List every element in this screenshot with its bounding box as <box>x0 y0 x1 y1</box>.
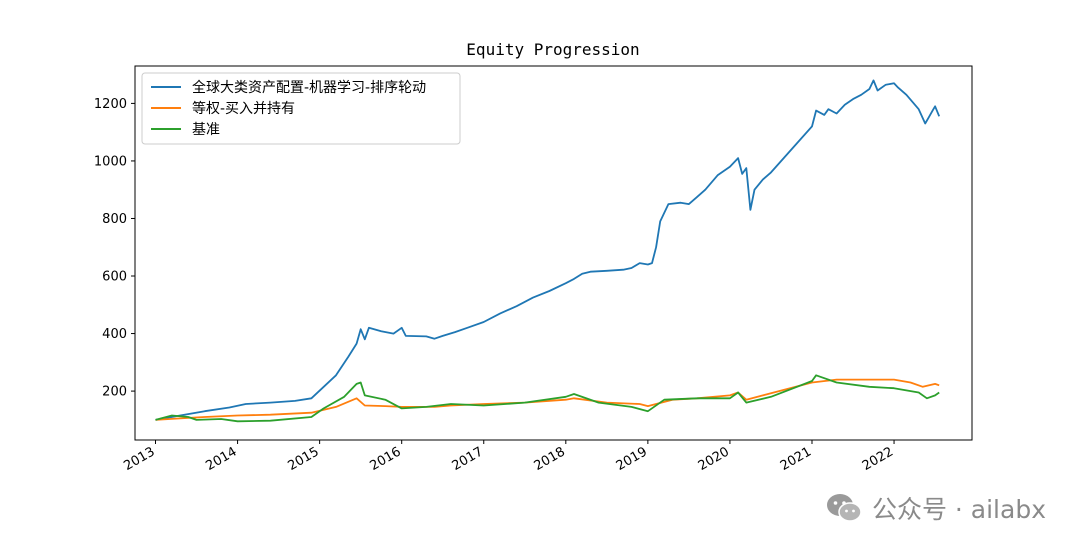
legend: 全球大类资产配置-机器学习-排序轮动 等权-买入并持有 基准 <box>141 72 461 145</box>
y-axis: 200 400 600 800 1000 1200 <box>94 97 135 400</box>
watermark: 公众号 · ailabx <box>826 490 1046 526</box>
y-tick-label-200: 200 <box>102 385 127 400</box>
y-tick-label-800: 800 <box>102 212 127 227</box>
legend-label-strategy: 全球大类资产配置-机器学习-排序轮动 <box>192 79 426 96</box>
x-tick-label-2014: 2014 <box>203 444 239 474</box>
y-tick-label-1200: 1200 <box>94 97 127 112</box>
y-tick-label-1000: 1000 <box>94 154 127 169</box>
legend-label-benchmark: 基准 <box>192 121 220 138</box>
x-tick-label-2017: 2017 <box>450 444 486 474</box>
series-layer <box>155 79 941 423</box>
x-tick-label-2016: 2016 <box>368 444 404 474</box>
x-tick-label-2022: 2022 <box>860 444 896 474</box>
y-tick-label-400: 400 <box>102 327 127 342</box>
legend-box <box>141 72 461 145</box>
wechat-icon <box>826 494 862 522</box>
watermark-text: 公众号 · ailabx <box>871 495 1046 524</box>
x-tick-label-2020: 2020 <box>696 444 732 474</box>
chart-title: Equity Progression <box>466 40 639 59</box>
plot-frame <box>134 65 973 441</box>
x-axis: 2013 2014 2015 2016 2017 2018 2019 2020 2021 2022 <box>121 440 896 474</box>
x-tick-label-2013: 2013 <box>121 444 157 474</box>
series-line-benchmark <box>155 374 940 423</box>
legend-label-equal-weight: 等权-买入并持有 <box>192 100 295 117</box>
series-line-strategy <box>155 79 941 421</box>
x-tick-label-2021: 2021 <box>778 444 814 474</box>
x-tick-label-2015: 2015 <box>285 444 321 474</box>
x-tick-label-2019: 2019 <box>614 444 650 474</box>
x-tick-label-2018: 2018 <box>532 444 568 474</box>
y-tick-label-600: 600 <box>102 270 127 285</box>
